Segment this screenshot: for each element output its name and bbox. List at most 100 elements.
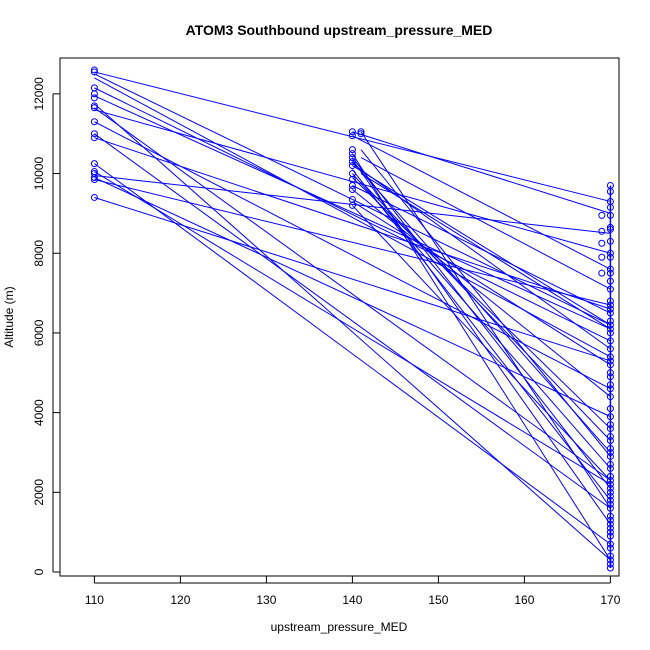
data-point-110-10 [90, 160, 98, 168]
data-point-170-52 [606, 512, 614, 520]
data-point-170-37 [606, 437, 614, 445]
data-point-170-5 [606, 223, 614, 231]
series-line-35 [360, 173, 611, 330]
data-point-110-6 [90, 104, 98, 112]
y-tick-label-8000: 8000 [32, 240, 46, 267]
data-point-170-22 [606, 337, 614, 345]
series-line-11 [94, 163, 611, 545]
series-line-14 [94, 177, 611, 418]
data-point-110-0 [90, 66, 98, 74]
data-point-170-33 [606, 413, 614, 421]
data-point-170-27 [606, 369, 614, 377]
series-line-3 [94, 87, 611, 342]
data-point-170-21 [606, 329, 614, 337]
series-line-16 [94, 196, 611, 362]
data-point-170-23 [606, 345, 614, 353]
series-line-20 [352, 157, 611, 489]
data-point-110-3 [90, 90, 98, 98]
data-point-170-34 [606, 421, 614, 429]
data-point-110-14 [90, 176, 98, 184]
data-point-170-4 [606, 211, 614, 219]
data-point-170-25 [606, 357, 614, 365]
series-line-7 [94, 109, 611, 254]
data-point-170-29 [606, 381, 614, 389]
data-point-170-62 [606, 560, 614, 568]
series-line-36 [360, 181, 611, 441]
x-tick-label-170: 170 [600, 593, 620, 607]
y-axis-label: Altitude (m) [2, 286, 16, 347]
data-point-110-7 [90, 118, 98, 126]
y-axis: 0 2000 4000 6000 8000 10000 12000 [32, 77, 60, 575]
series-line-24 [352, 165, 611, 326]
series-line-6 [94, 107, 611, 481]
data-point-140-0 [348, 128, 356, 136]
data-point-170-57 [606, 532, 614, 540]
data-point-170-43 [606, 472, 614, 480]
y-tick-label-12000: 12000 [32, 77, 46, 111]
data-point-170-3 [606, 203, 614, 211]
data-point-140-10 [348, 185, 356, 193]
data-point-170-40 [606, 452, 614, 460]
series-line-25 [352, 169, 611, 501]
data-point-170-61 [606, 556, 614, 564]
data-point-110-4 [90, 94, 98, 102]
data-point-110-13 [90, 174, 98, 182]
series-line-18 [352, 135, 611, 270]
data-point-140-2 [348, 146, 356, 154]
data-point-140-3 [348, 150, 356, 158]
series-line-28 [352, 185, 611, 314]
data-point-110-9 [90, 134, 98, 142]
data-point-170-32 [606, 405, 614, 413]
plot-frame [59, 57, 620, 577]
y-tick-label-2000: 2000 [32, 479, 46, 506]
data-point-110-5 [90, 102, 98, 110]
y-tick-label-4000: 4000 [32, 399, 46, 426]
data-point-170-20 [606, 325, 614, 333]
series-lines [94, 71, 612, 569]
x-tick-label-140: 140 [342, 593, 362, 607]
x-tick-label-160: 160 [514, 593, 534, 607]
data-point-110-1 [90, 68, 98, 76]
data-point-170-6 [606, 225, 614, 233]
series-line-17 [352, 131, 611, 214]
series-line-5 [94, 103, 611, 561]
data-point-169-2 [598, 239, 606, 247]
data-point-141-0 [357, 128, 365, 136]
series-line-21 [351, 159, 611, 525]
data-point-170-17 [606, 309, 614, 317]
data-point-170-54 [606, 520, 614, 528]
data-point-170-14 [606, 297, 614, 305]
data-point-170-46 [606, 484, 614, 492]
data-point-140-5 [348, 158, 356, 166]
data-point-140-9 [348, 182, 356, 190]
series-line-12 [94, 171, 611, 485]
series-line-32 [360, 131, 611, 509]
data-point-170-49 [606, 496, 614, 504]
x-tick-label-120: 120 [170, 593, 190, 607]
data-point-170-13 [606, 285, 614, 293]
series-points [90, 66, 614, 572]
x-tick-label-150: 150 [428, 593, 448, 607]
series-line-9 [94, 133, 611, 509]
data-point-170-60 [606, 552, 614, 560]
data-point-170-45 [606, 480, 614, 488]
series-line-1 [94, 73, 611, 326]
series-line-34 [360, 157, 611, 290]
series-line-30 [352, 201, 611, 366]
data-point-170-47 [606, 488, 614, 496]
data-point-170-55 [606, 524, 614, 532]
data-point-170-7 [606, 237, 614, 245]
series-line-10 [94, 137, 611, 310]
data-point-170-26 [606, 361, 614, 369]
series-line-31 [352, 205, 611, 481]
series-line-15 [94, 179, 611, 306]
data-point-170-1 [606, 187, 614, 195]
series-line-27 [352, 177, 611, 429]
data-point-170-58 [606, 540, 614, 548]
data-point-170-28 [606, 373, 614, 381]
data-point-169-0 [598, 211, 606, 219]
data-point-170-48 [606, 492, 614, 500]
chart-title: ATOM3 Southbound upstream_pressure_MED [186, 22, 493, 38]
data-point-170-56 [606, 528, 614, 536]
